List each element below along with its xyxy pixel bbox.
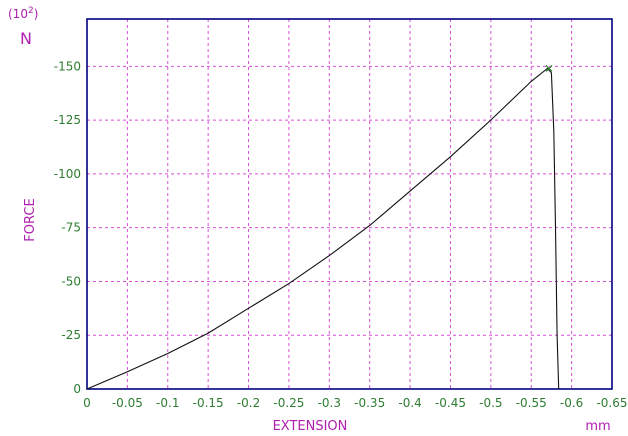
y-tick-label: -75 bbox=[61, 221, 81, 235]
x-tick-label: -0.35 bbox=[354, 396, 385, 410]
series-layer bbox=[86, 65, 560, 390]
x-tick-label: -0.2 bbox=[237, 396, 260, 410]
y-unit-label: N bbox=[20, 29, 32, 48]
force-extension-curve bbox=[86, 67, 560, 390]
grid-lines bbox=[87, 19, 613, 389]
x-tick-label: -0.1 bbox=[156, 396, 179, 410]
y-axis-title: FORCE bbox=[23, 198, 38, 241]
plot-frame bbox=[86, 18, 613, 390]
x-tick-label: -0.3 bbox=[318, 396, 341, 410]
x-tick-labels: 0 -0.05 -0.1 -0.15 -0.2 -0.25 -0.3 -0.35 -0.4 -0.… bbox=[83, 396, 627, 410]
x-tick-label: -0.05 bbox=[112, 396, 143, 410]
y-tick-label: 0 bbox=[73, 382, 81, 396]
x-tick-label: 0 bbox=[83, 396, 91, 410]
x-tick-label: -0.5 bbox=[479, 396, 502, 410]
peak-marker bbox=[545, 65, 553, 72]
y-tick-label: -100 bbox=[54, 167, 81, 181]
x-tick-label: -0.15 bbox=[193, 396, 224, 410]
x-tick-label: -0.55 bbox=[516, 396, 547, 410]
x-tick-label: -0.4 bbox=[398, 396, 421, 410]
y-tick-label: -25 bbox=[61, 328, 81, 342]
y-tick-label: -50 bbox=[61, 274, 81, 288]
x-tick-label: -0.45 bbox=[435, 396, 466, 410]
y-tick-label: -125 bbox=[54, 113, 81, 127]
x-tick-label: -0.6 bbox=[560, 396, 583, 410]
x-tick-label: -0.25 bbox=[273, 396, 304, 410]
y-tick-labels: 0 -25 -50 -75 -100 -125 -150 bbox=[54, 59, 81, 396]
y-multiplier: (102) bbox=[8, 6, 38, 21]
x-axis-title: EXTENSION bbox=[273, 419, 348, 434]
x-unit-label: mm bbox=[585, 419, 610, 434]
x-tick-label: -0.65 bbox=[596, 396, 627, 410]
y-tick-label: -150 bbox=[54, 59, 81, 73]
